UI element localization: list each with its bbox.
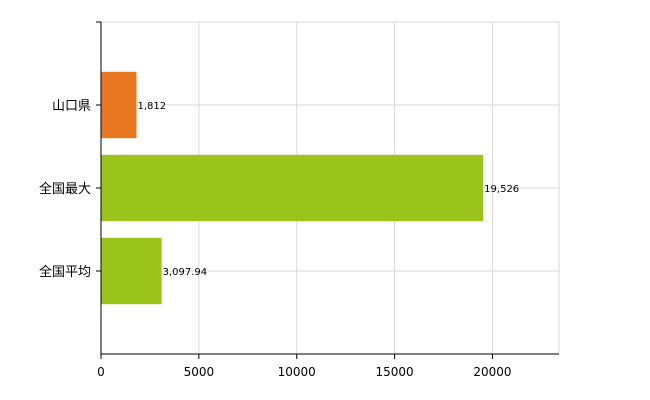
labels: 1,812 山口県 19,526 全国最大 3,097.94 全国平均 0 5000 10000… bbox=[39, 99, 519, 379]
data-label: 19,526 bbox=[484, 184, 519, 195]
x-tick-label: 5000 bbox=[184, 365, 215, 379]
bar-2 bbox=[101, 154, 484, 222]
x-tick-label: 10000 bbox=[278, 365, 316, 379]
x-tick-label: 15000 bbox=[375, 365, 413, 379]
category-label: 全国平均 bbox=[39, 264, 91, 280]
x-tick-label: 0 bbox=[97, 365, 105, 379]
x-tick-label: 20000 bbox=[473, 365, 511, 379]
data-label: 1,812 bbox=[137, 101, 166, 112]
bar-1 bbox=[101, 71, 137, 139]
bars bbox=[101, 71, 484, 305]
category-label: 山口県 bbox=[52, 99, 91, 114]
data-label: 3,097.94 bbox=[163, 267, 208, 278]
bar-3 bbox=[101, 237, 162, 305]
axes bbox=[96, 21, 559, 359]
category-label: 全国最大 bbox=[39, 181, 91, 197]
